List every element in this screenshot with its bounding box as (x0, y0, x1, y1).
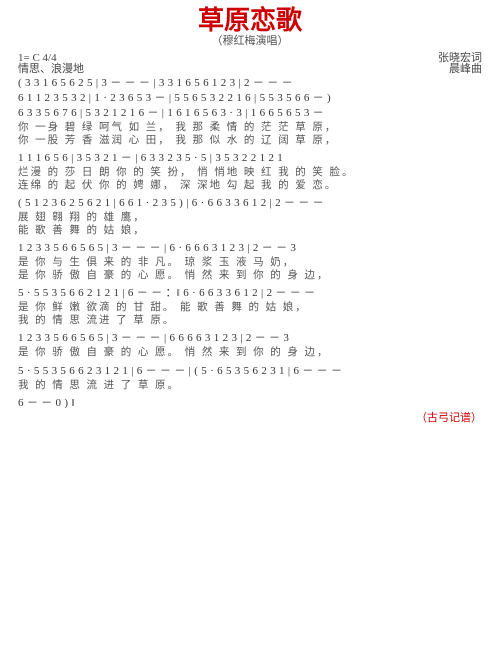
lyric-line: 我 的 情 思 流 进 了 草 原。 (18, 381, 482, 392)
lyric-line: 能 歌 善 舞 的 姑 娘， (18, 226, 482, 237)
notation-line: 1 2 3 3 5 6 6 5 6 5 | 3 － － － | 6 6 6 6 … (18, 333, 482, 344)
lyric-line: 烂漫 的 莎 日 朗 你 的 笑 扮， 悄 悄地 映 红 我 的 笑 脸。 (18, 168, 482, 179)
notation-line: 1 1 1 6 5 6 | 3 5 3 2 1 － | 6 3 3 2 3 5 … (18, 153, 482, 164)
tempo-mood: 情思、浪漫地 (18, 64, 84, 75)
notation-line: 1 2 3 3 5 6 6 5 6 5 | 3 － － － | 6 · 6 6 … (18, 243, 482, 254)
subtitle: （穆红梅演唱） (18, 36, 482, 47)
notation-line: 6 － － 0 ) ‖ (18, 398, 482, 409)
song-title: 草原恋歌 (18, 8, 482, 34)
lyric-line: 连绵 的 起 伏 你 的 娉 娜， 深 深地 勾 起 我 的 爱 恋。 (18, 181, 482, 192)
notation-line: ( 5 1 2 3 6 2 5 6 2 1 | 6 6 1 · 2 3 5 ) … (18, 198, 482, 209)
header-row: 1= C 4/4 情思、浪漫地 张晓宏词 晨峰曲 (18, 53, 482, 75)
score-body: ( 3 3 1 6 5 6 2 5 | 3 － － － | 3 3 1 6 5 … (18, 78, 482, 409)
notation-line: 6 3 3 5 6 7 6 | 5 3 2 1 2 1 6 － | 1 6 1 … (18, 108, 482, 119)
composer: 晨峰曲 (438, 64, 482, 75)
notation-line: 5 · 5 5 3 5 6 6 2 3 1 2 1 | 6 － － － | ( … (18, 366, 482, 377)
lyric-line: 你 一身 碧 绿 呵气 如 兰， 我 那 柔 情 的 茫 茫 草 原， (18, 123, 482, 134)
lyric-line: 是 你 与 生 俱 来 的 非 凡。 琼 浆 玉 液 马 奶， (18, 258, 482, 269)
lyric-line: 是 你 鲜 嫩 欲滴 的 甘 甜。 能 歌 善 舞 的 姑 娘， (18, 303, 482, 314)
lyric-line: 是 你 骄 傲 自 豪 的 心 愿。 悄 然 来 到 你 的 身 边， (18, 271, 482, 282)
lyric-line: 我 的 情 思 流进 了 草 原。 (18, 316, 482, 327)
footer-credit: （古弓记谱） (18, 413, 482, 424)
notation-line: 6 1 1 2 3 5 3 2 | 1 · 2 3 6 5 3 － | 5 5 … (18, 93, 482, 104)
lyric-line: 你 一股 芳 香 滋润 心 田， 我 那 似 水 的 辽 阔 草 原， (18, 136, 482, 147)
notation-line: 5 · 5 5 3 5 6 6 2 1 2 1 | 6 － － ：‖ 6 · 6… (18, 288, 482, 299)
lyric-line: 展 翅 翱 翔 的 雄 鹰， (18, 213, 482, 224)
notation-line: ( 3 3 1 6 5 6 2 5 | 3 － － － | 3 3 1 6 5 … (18, 78, 482, 89)
lyric-line: 是 你 骄 傲 自 豪 的 心 愿。 悄 然 来 到 你 的 身 边， (18, 348, 482, 359)
